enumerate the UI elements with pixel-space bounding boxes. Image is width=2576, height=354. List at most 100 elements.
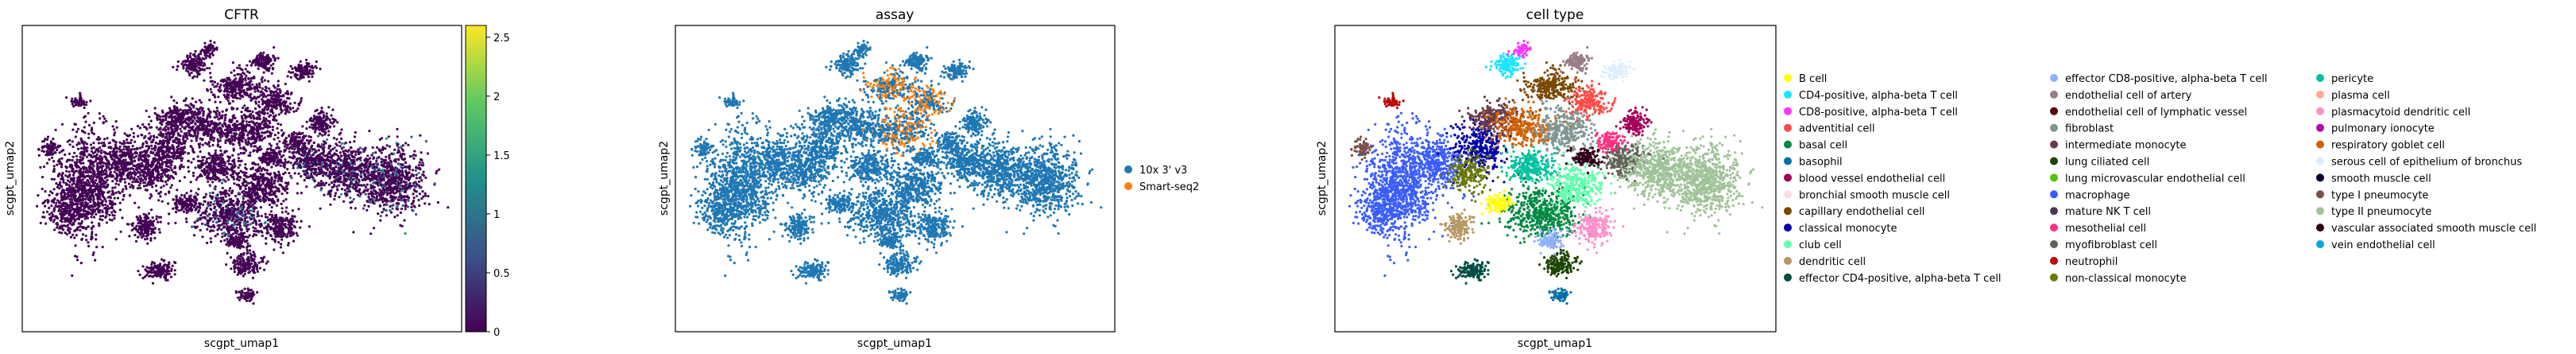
scatter-point	[64, 211, 68, 214]
scatter-point	[137, 175, 140, 178]
scatter-point	[91, 209, 95, 212]
scatter-point	[72, 217, 75, 220]
scatter-point	[133, 160, 136, 163]
scatter-point	[159, 126, 162, 130]
scatter-point	[164, 160, 167, 164]
scatter-point	[242, 130, 245, 133]
scatter-point	[203, 161, 207, 165]
scatter-point	[261, 65, 265, 68]
scatter-point	[234, 194, 238, 198]
scatter-point	[230, 94, 233, 97]
scatter-point	[241, 132, 244, 135]
scatter-point	[271, 126, 274, 129]
scatter-point	[226, 160, 230, 163]
scatter-point	[264, 199, 267, 202]
scatter-point	[186, 59, 189, 62]
scatter-point	[66, 216, 69, 220]
scatter-point	[264, 60, 267, 64]
scatter-point	[122, 154, 125, 158]
scatter-point	[85, 239, 88, 242]
scatter-point	[195, 75, 199, 79]
scatter-point	[110, 200, 114, 204]
scatter-point	[244, 163, 247, 166]
scatter-point	[208, 145, 211, 148]
scatter-point	[68, 174, 71, 177]
scatter-point	[242, 203, 245, 206]
scatter-point	[85, 142, 88, 146]
scatter-point	[187, 159, 190, 162]
scatter-point	[234, 95, 237, 98]
scatter-point	[255, 56, 258, 59]
scatter-point	[220, 197, 223, 200]
scatter-point	[219, 100, 222, 103]
scatter-point	[106, 152, 109, 155]
scatter-point	[118, 141, 122, 144]
scatter-point	[83, 131, 87, 134]
scatter-point	[58, 231, 61, 234]
scatter-point	[192, 104, 195, 107]
scatter-point	[156, 118, 159, 121]
scatter-point	[249, 116, 253, 120]
scatter-point	[204, 209, 207, 212]
scatter-point	[277, 190, 280, 193]
scatter-point	[277, 56, 280, 60]
scatter-point	[255, 86, 258, 89]
scatter-point	[161, 109, 164, 112]
scatter-point	[106, 185, 109, 189]
scatter-point	[119, 180, 122, 183]
scatter-point	[248, 120, 251, 124]
scatter-point	[168, 190, 171, 193]
scatter-point	[132, 177, 135, 181]
scatter-point	[211, 220, 215, 224]
scatter-point	[91, 232, 94, 236]
scatter-point	[207, 202, 210, 205]
scatter-point	[209, 204, 212, 207]
scatter-point	[207, 219, 210, 222]
scatter-point	[85, 205, 88, 208]
scatter-point	[102, 191, 106, 194]
scatter-point	[52, 165, 56, 168]
scatter-point	[271, 128, 274, 131]
scatter-point	[116, 196, 120, 200]
scatter-point	[179, 112, 182, 115]
scatter-point	[53, 197, 56, 200]
scatter-point	[114, 143, 117, 146]
scatter-point	[90, 228, 94, 231]
scatter-point	[195, 70, 199, 73]
scatter-point	[60, 195, 64, 199]
scatter-point	[238, 91, 242, 95]
scatter-point	[211, 120, 214, 123]
scatter-point	[68, 190, 72, 193]
scatter-point	[164, 193, 167, 196]
scatter-point	[204, 193, 207, 196]
scatter-point	[89, 143, 92, 146]
scatter-point	[167, 176, 170, 179]
scatter-point	[229, 212, 232, 216]
scatter-point	[219, 215, 222, 218]
scatter-point	[143, 125, 146, 129]
scatter-point	[275, 195, 278, 198]
scatter-point	[221, 232, 224, 235]
scatter-point	[231, 61, 234, 64]
scatter-point	[190, 116, 193, 119]
scatter-point	[195, 178, 198, 181]
scatter-point	[226, 89, 230, 93]
scatter-point	[226, 176, 229, 179]
scatter-point	[81, 140, 84, 143]
scatter-point	[79, 146, 83, 150]
scatter-point	[242, 193, 246, 196]
scatter-point	[72, 233, 75, 236]
scatter-point	[237, 191, 240, 195]
scatter-point	[253, 117, 256, 120]
scatter-point	[144, 134, 147, 138]
scatter-point	[155, 189, 158, 193]
scatter-point	[284, 189, 287, 193]
scatter-point	[222, 219, 226, 222]
scatter-point	[105, 221, 108, 224]
scatter-point	[253, 178, 256, 181]
scatter-point	[206, 228, 209, 231]
scatter-point	[132, 131, 135, 135]
scatter-point	[295, 68, 298, 72]
scatter-point	[183, 119, 186, 123]
scatter-point	[162, 185, 165, 188]
